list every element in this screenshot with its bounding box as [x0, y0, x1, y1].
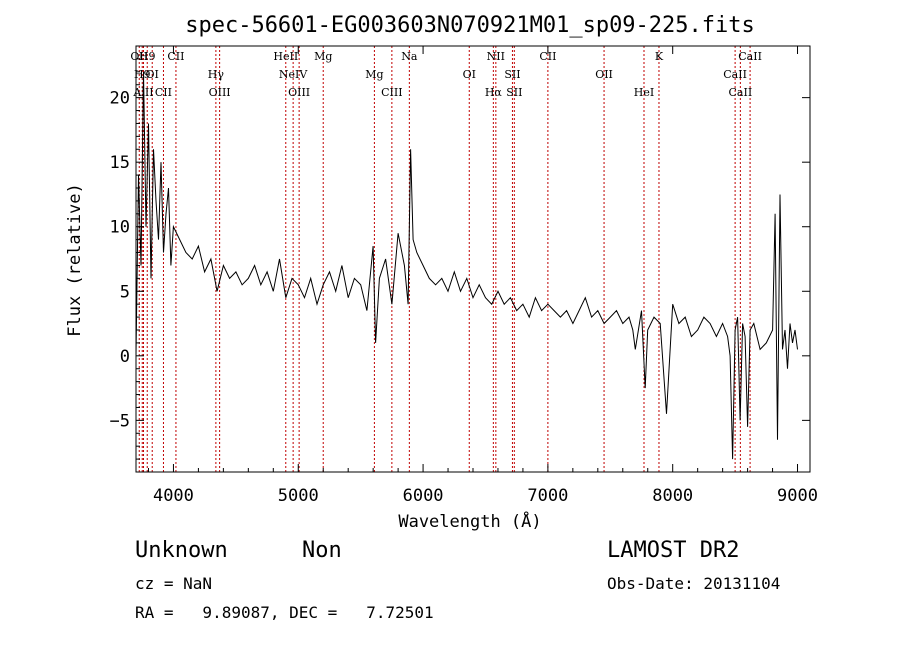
y-tick-label: 0: [120, 347, 130, 367]
line-label: Na: [401, 50, 418, 63]
line-label: CaII: [729, 86, 753, 99]
line-label: Mg: [314, 50, 332, 63]
line-label: Hγ: [208, 68, 225, 81]
x-axis-label: Wavelength (Å): [398, 510, 541, 532]
line-label: CIII: [381, 86, 402, 99]
line-label: OII: [130, 50, 148, 63]
line-label: HeII: [273, 50, 298, 63]
chart-title: spec-56601-EG003603N070921M01_sp09-225.f…: [185, 13, 755, 38]
line-label: SII: [506, 86, 522, 99]
line-label: OI: [146, 68, 159, 81]
line-label: CII: [155, 86, 172, 99]
x-tick-label: 8000: [652, 486, 693, 506]
line-label: K: [655, 50, 664, 63]
x-tick-label: 7000: [527, 486, 568, 506]
line-label: OI: [463, 68, 476, 81]
line-label: CII: [539, 50, 556, 63]
spectral-line-labels: OIIH9AlIIH9OICIICIIHγOIIIHeIINeIVOIIIMgM…: [130, 50, 762, 99]
line-label: CII: [167, 50, 184, 63]
line-label: H9: [139, 50, 156, 63]
x-tick-label: 9000: [777, 486, 818, 506]
x-tick-label: 4000: [153, 486, 194, 506]
obs-date: Obs-Date: 20131104: [607, 574, 781, 593]
line-label: CaII: [723, 68, 747, 81]
x-tick-label: 6000: [403, 486, 444, 506]
line-label: Hα: [485, 86, 503, 99]
y-tick-label: 20: [110, 89, 130, 109]
line-label: H9: [134, 68, 151, 81]
plot-frame: [135, 45, 811, 473]
survey-label: LAMOST DR2: [607, 538, 740, 563]
line-label: OIII: [288, 86, 310, 99]
x-tick-label: 5000: [278, 486, 319, 506]
cz-value: cz = NaN: [135, 574, 213, 593]
spectrum-series-line: [135, 71, 798, 460]
line-label: Mg: [365, 68, 383, 81]
line-label: NII: [487, 50, 505, 63]
line-label: OIII: [209, 86, 231, 99]
y-axis-ticks: −5 0 5 10 15 20: [110, 58, 810, 460]
y-tick-label: 10: [110, 218, 130, 238]
spectral-line-markers: [138, 46, 751, 472]
subclass-label: Non: [302, 538, 342, 563]
line-label: OII: [595, 68, 613, 81]
class-label: Unknown: [135, 538, 228, 563]
y-tick-label: −5: [110, 411, 130, 431]
y-axis-label: Flux (relative): [65, 183, 85, 337]
line-label: HeI: [634, 86, 654, 99]
y-tick-label: 5: [120, 282, 130, 302]
x-axis-ticks: 4000 5000 6000 7000 8000 9000: [147, 46, 818, 506]
line-label: NeIV: [279, 68, 308, 81]
line-label: CaII: [738, 50, 762, 63]
y-tick-label: 15: [110, 153, 130, 173]
line-label: SII: [504, 68, 520, 81]
ra-dec: RA = 9.89087, DEC = 7.72501: [135, 603, 434, 622]
